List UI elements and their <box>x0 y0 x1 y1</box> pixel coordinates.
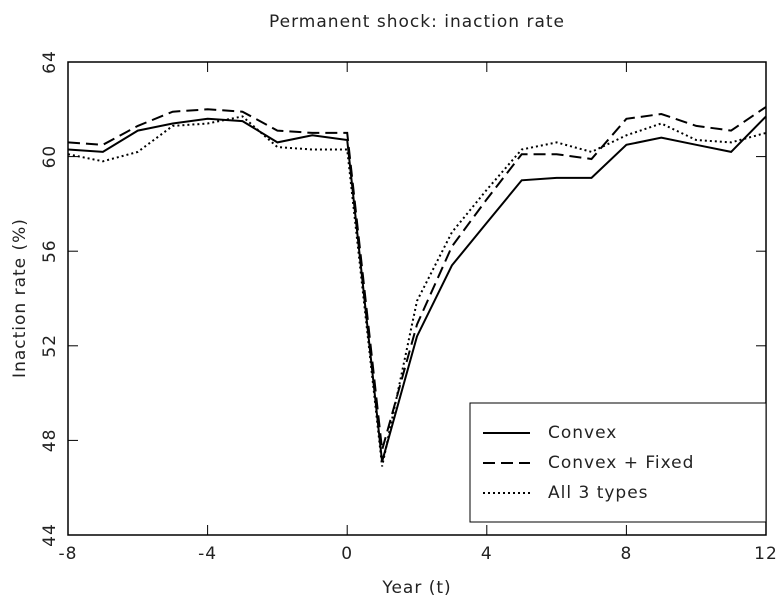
x-tick-label: -8 <box>59 544 78 564</box>
y-tick-label: 56 <box>40 239 60 263</box>
legend-label: Convex <box>548 423 617 443</box>
series-line <box>67 106 767 451</box>
plot-frame <box>67 61 767 536</box>
legend-label: All 3 types <box>548 483 649 503</box>
y-axis-label: Inaction rate (%) <box>10 218 30 378</box>
legend-label: Convex + Fixed <box>548 453 694 473</box>
y-tick-label: 44 <box>40 523 60 547</box>
y-tick-label: 52 <box>40 334 60 358</box>
series-line <box>67 115 767 462</box>
x-tick-label: -4 <box>198 544 217 564</box>
y-tick-label: 48 <box>40 429 60 453</box>
x-axis-label: Year (t) <box>381 578 451 598</box>
y-tick-label: 60 <box>40 145 60 169</box>
chart-title: Permanent shock: inaction rate <box>269 12 565 32</box>
x-tick-label: 0 <box>341 544 353 564</box>
legend-box <box>469 402 767 523</box>
x-tick-label: 8 <box>620 544 632 564</box>
series-line <box>67 115 767 467</box>
y-tick-label: 64 <box>40 50 60 74</box>
x-tick-label: 12 <box>754 544 777 564</box>
x-tick-label: 4 <box>481 544 493 564</box>
